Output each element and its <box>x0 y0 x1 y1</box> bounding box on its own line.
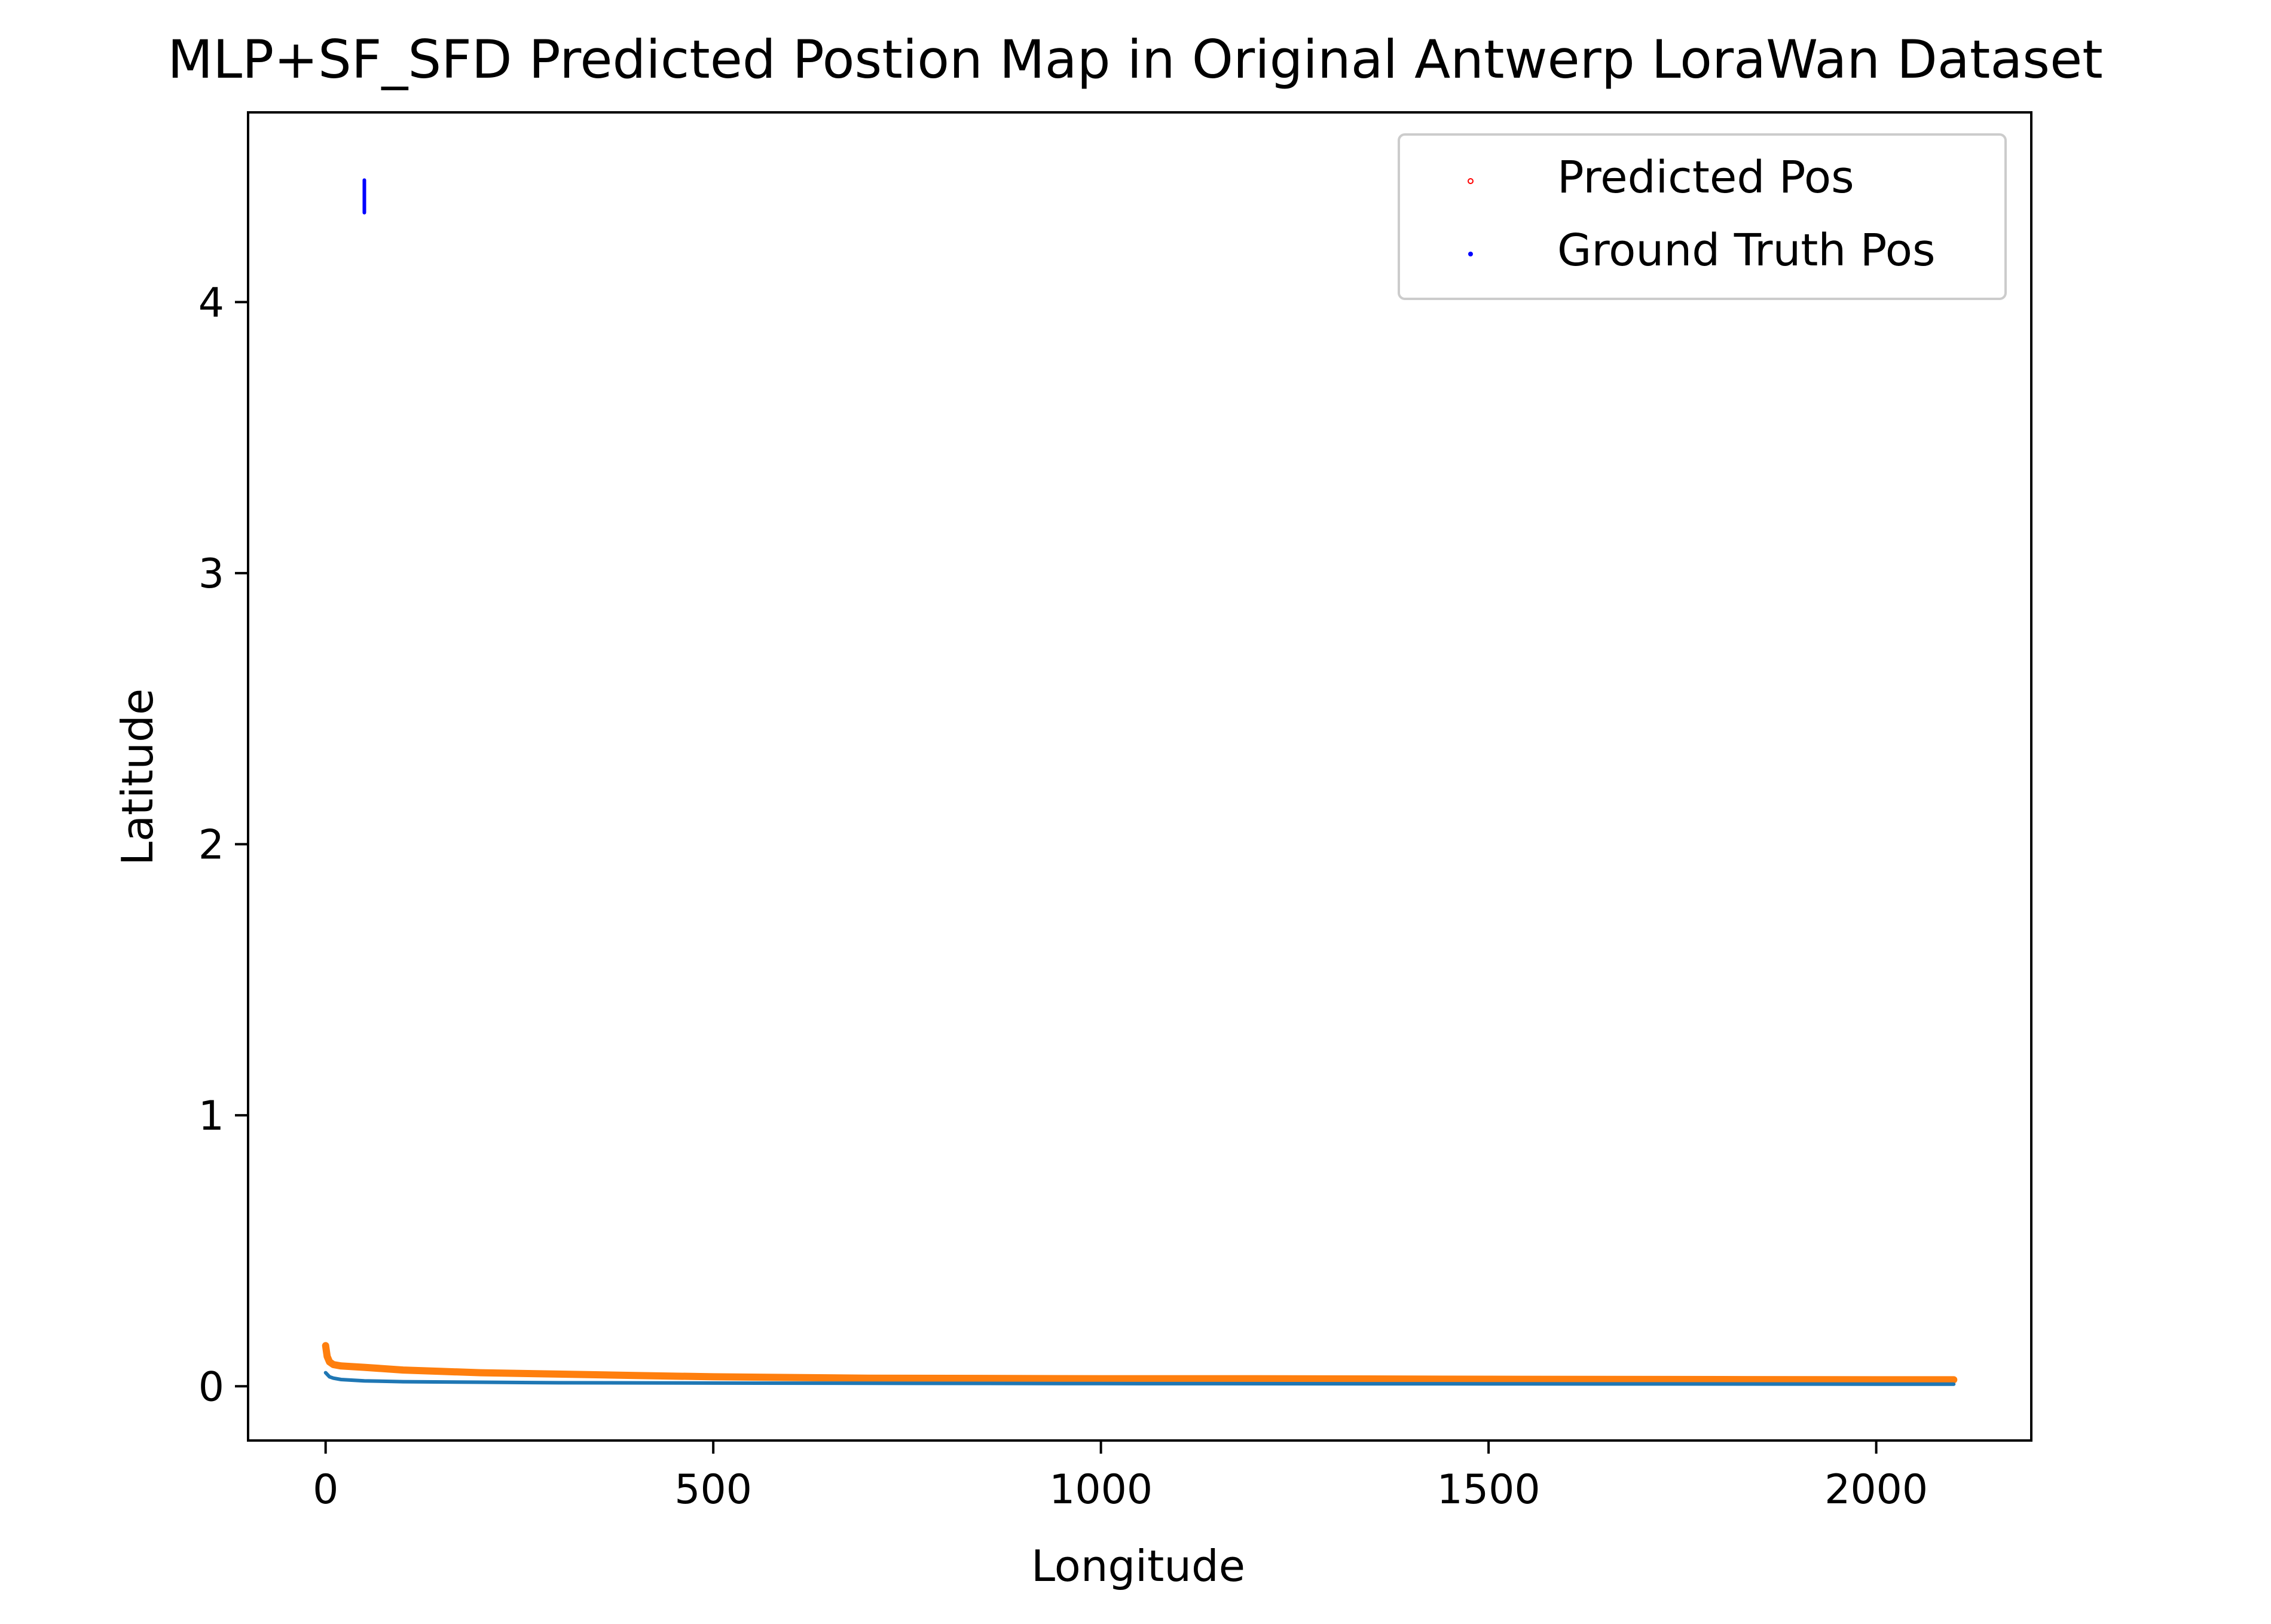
axes-frame <box>247 111 2032 1442</box>
x-tick-label-3: 1500 <box>1437 1466 1541 1513</box>
legend-marker-ground-truth <box>1468 252 1473 256</box>
y-tick-label-4: 4 <box>198 279 224 326</box>
series-line-0 <box>322 1342 1958 1384</box>
legend-label-ground-truth: Ground Truth Pos <box>1557 225 1936 276</box>
legend-box <box>1398 133 2007 300</box>
legend: Predicted Pos Ground Truth Pos <box>1398 133 2007 300</box>
legend-marker-predicted <box>1468 178 1474 184</box>
y-tick-label-0: 0 <box>198 1363 224 1411</box>
legend-label-predicted: Predicted Pos <box>1557 152 1854 203</box>
plot-area <box>247 111 2032 1442</box>
x-axis-label: Longitude <box>1031 1541 1245 1591</box>
x-tick-label-0: 0 <box>313 1466 338 1513</box>
y-tick-label-3: 3 <box>198 550 224 598</box>
x-tick-label-1: 500 <box>674 1466 752 1513</box>
y-tick-label-2: 2 <box>198 821 224 868</box>
y-tick-label-1: 1 <box>198 1093 224 1140</box>
x-tick-label-2: 1000 <box>1049 1466 1153 1513</box>
x-axis: 0 500 1000 1500 2000 <box>313 1441 1928 1513</box>
chart-title: MLP+SF_SFD Predicted Postion Map in Orig… <box>167 29 2103 90</box>
series-line-1 <box>323 1371 1956 1386</box>
y-axis: 0 1 2 3 4 <box>198 279 248 1411</box>
y-axis-label: Latitude <box>112 689 163 865</box>
x-tick-label-4: 2000 <box>1824 1466 1928 1513</box>
series-group <box>322 178 1958 1386</box>
